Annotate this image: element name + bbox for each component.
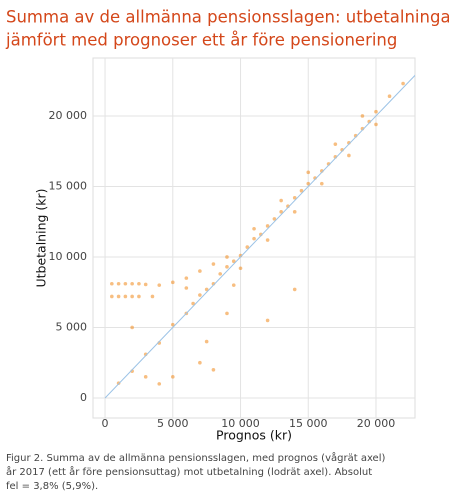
point: [374, 122, 378, 127]
x-tick-label: 5 000: [157, 417, 189, 430]
point: [184, 276, 189, 280]
point: [157, 283, 162, 287]
point: [320, 181, 324, 186]
point: [137, 281, 141, 286]
point: [110, 294, 114, 299]
point: [238, 266, 243, 271]
caption: år 2017 (ett år före pensionsuttag) mot …: [6, 465, 372, 478]
point: [123, 294, 128, 299]
point: [265, 318, 270, 323]
caption: Figur 2. Summa av de allmänna pensionssl…: [6, 451, 385, 464]
point: [110, 281, 114, 286]
point: [333, 142, 338, 146]
point: [360, 114, 365, 118]
point: [198, 293, 202, 297]
point: [374, 109, 378, 114]
point: [292, 287, 297, 292]
point: [231, 283, 236, 287]
point: [272, 217, 277, 221]
point: [252, 236, 256, 241]
x-tick-label: 0: [102, 417, 109, 430]
point: [116, 294, 121, 299]
point: [265, 238, 270, 242]
point: [170, 375, 175, 379]
chart-title: Summa av de allmänna pensionsslagen: utb…: [6, 8, 449, 27]
plot-frame: [92, 57, 416, 419]
caption: fel = 3,8% (5,9%).: [6, 481, 98, 492]
point: [198, 360, 202, 365]
point: [143, 375, 148, 379]
point: [225, 265, 229, 269]
point: [170, 280, 175, 285]
point: [231, 259, 236, 263]
point: [299, 188, 304, 193]
point: [279, 210, 283, 214]
y-tick-label: 10 000: [49, 250, 88, 263]
y-axis-label: Utbetalning (kr): [34, 188, 49, 287]
point: [306, 181, 311, 186]
x-tick-label: 15 000: [289, 417, 328, 430]
point: [170, 322, 175, 327]
point: [225, 311, 229, 316]
y-tick-label: 20 000: [49, 109, 88, 122]
point: [130, 294, 134, 299]
plot-area: [104, 74, 415, 399]
point: [211, 262, 216, 266]
x-axis-label: Prognos (kr): [216, 428, 292, 443]
point: [306, 170, 311, 175]
point: [252, 226, 256, 231]
point: [401, 81, 405, 86]
y-tick-label: 0: [80, 391, 87, 404]
point: [157, 382, 162, 386]
point: [218, 272, 223, 276]
point: [116, 281, 121, 286]
identity-line: [104, 74, 415, 399]
point: [130, 281, 134, 286]
point: [198, 269, 202, 273]
point: [150, 294, 155, 299]
chart-title: jämfört med prognoser ett år före pensio…: [5, 31, 397, 50]
point: [137, 294, 141, 299]
y-tick-label: 15 000: [49, 179, 88, 192]
point: [143, 282, 148, 287]
x-tick-label: 20 000: [357, 417, 396, 430]
point: [191, 301, 195, 306]
point: [123, 281, 128, 286]
y-tick-label: 5 000: [56, 320, 88, 333]
point: [292, 210, 297, 214]
point: [265, 224, 270, 228]
point: [279, 198, 283, 203]
point: [387, 94, 392, 99]
point: [130, 325, 134, 330]
point: [211, 367, 216, 372]
point: [184, 286, 189, 290]
point: [204, 339, 209, 344]
point: [225, 255, 229, 259]
point: [292, 195, 297, 200]
point: [347, 153, 351, 158]
point: [245, 245, 250, 249]
x-tick-label: 10 000: [221, 417, 260, 430]
point: [204, 287, 209, 292]
